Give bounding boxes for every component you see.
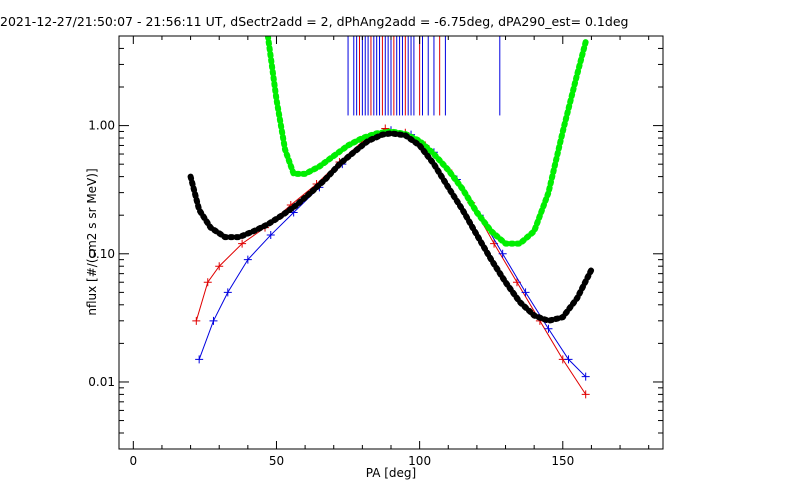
data-point-plus (209, 316, 218, 325)
data-point-plus (581, 372, 590, 381)
data-point-plus (238, 239, 247, 248)
series-line-1 (198, 129, 587, 378)
data-point-plus (544, 324, 553, 333)
y-tick-label: 0.01 (88, 375, 115, 389)
series-line-0 (195, 127, 587, 395)
data-point-plus (521, 288, 530, 297)
data-point-plus (192, 316, 201, 325)
data-point-plus (581, 390, 590, 399)
chart-title: 2021-12-27/21:50:07 - 21:56:11 UT, dSect… (0, 14, 628, 29)
data-point-plus (195, 355, 204, 364)
y-tick-label: 0.10 (88, 247, 115, 261)
x-tick-label: 0 (129, 454, 137, 468)
fit-curve-2 (264, 36, 589, 247)
data-point-plus (243, 255, 252, 264)
data-point-plus (223, 288, 232, 297)
fit-curve-3 (187, 130, 595, 324)
x-tick-label: 100 (408, 454, 431, 468)
data-point-plus (203, 278, 212, 287)
x-tick-label: 50 (269, 454, 284, 468)
y-axis-label: nflux [#/(cm2 s sr MeV)] (85, 168, 99, 315)
x-tick-label: 150 (551, 454, 574, 468)
y-axis: 0.01 0.10 1.00 (88, 35, 663, 450)
x-axis: 0 50 100 150 (129, 36, 650, 468)
y-tick-label: 1.00 (88, 119, 115, 133)
plot-area (187, 36, 595, 399)
data-point-plus (215, 262, 224, 271)
data-point-plus (266, 231, 275, 240)
data-point-plus (564, 355, 573, 364)
x-axis-label: PA [deg] (366, 466, 416, 480)
data-point-plus (498, 249, 507, 258)
